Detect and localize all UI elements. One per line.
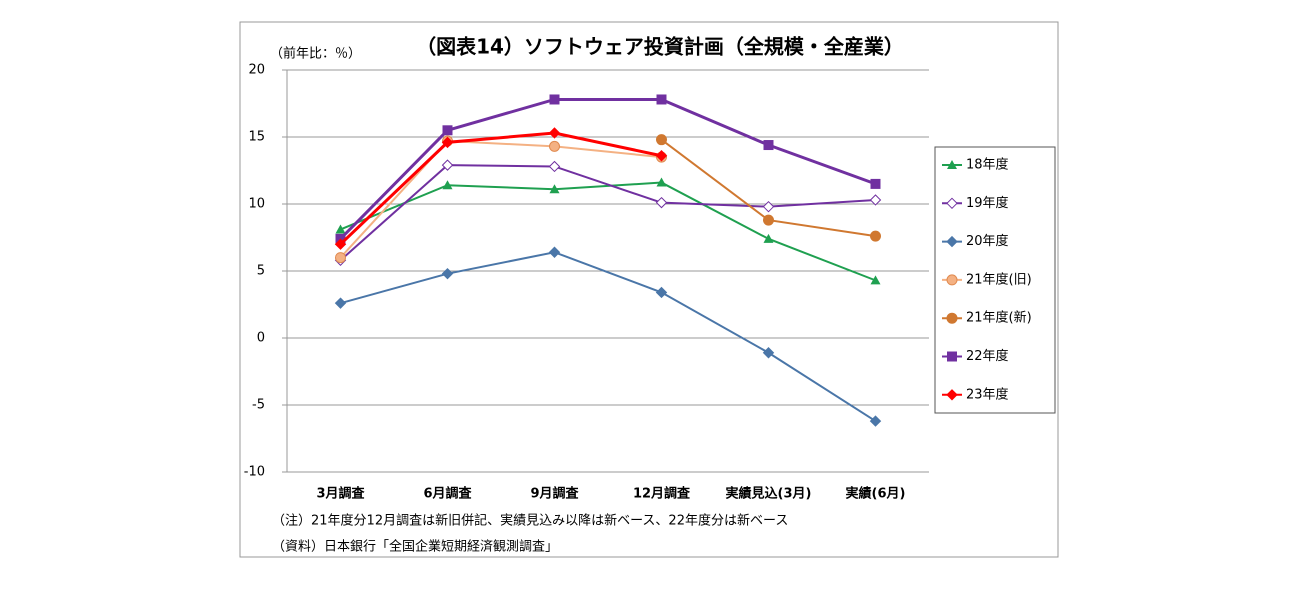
data-point [655, 286, 668, 299]
x-tick-label: 6月調査 [423, 486, 472, 502]
data-point [549, 94, 560, 105]
legend-label: 22年度 [966, 348, 1009, 364]
y-tick-label: 20 [248, 63, 265, 78]
data-point [870, 178, 881, 189]
data-point [548, 127, 561, 139]
chart-title: （図表14）ソフトウェア投資計画（全規模・全産業） [416, 35, 904, 59]
legend-marker [947, 160, 957, 169]
data-point [655, 150, 668, 162]
legend-label: 20年度 [966, 233, 1009, 249]
y-tick-label: 10 [248, 197, 265, 212]
data-point [441, 159, 454, 171]
data-point [441, 136, 454, 149]
x-tick-label: 実績見込(3月) [726, 486, 812, 502]
data-point [549, 184, 560, 194]
x-tick-label: 12月調査 [633, 486, 691, 502]
data-point [442, 125, 453, 136]
data-point [655, 196, 668, 209]
legend-marker [946, 312, 958, 324]
data-point [656, 94, 667, 105]
legend-label: 18年度 [966, 157, 1009, 173]
y-tick-label: 5 [257, 264, 265, 279]
data-point [335, 252, 346, 264]
data-point [442, 180, 453, 190]
data-point [763, 233, 774, 243]
note: （資料）日本銀行「全国企業短期経済観測調査」 [272, 539, 558, 555]
legend-marker [946, 235, 958, 248]
series-line [339, 97, 877, 240]
y-axis-label: （前年比：％） [270, 46, 361, 62]
data-point [334, 297, 347, 309]
legend-marker [947, 351, 957, 362]
data-point [869, 194, 882, 206]
data-point [549, 140, 560, 152]
data-point [335, 224, 346, 234]
legend-marker [946, 389, 958, 401]
data-point [656, 177, 667, 187]
x-tick-label: 実績(6月) [846, 486, 906, 502]
series-line [339, 139, 662, 259]
legend-label: 21年度(新) [966, 310, 1032, 326]
data-point [548, 246, 561, 258]
data-point [870, 230, 881, 242]
series-line [339, 131, 662, 246]
data-point [762, 347, 775, 359]
y-tick-label: -5 [252, 398, 265, 413]
y-tick-label: 0 [257, 331, 265, 346]
data-point [869, 415, 882, 427]
data-point [441, 267, 454, 280]
series-line [339, 164, 876, 262]
note: （注）21年度分12月調査は新旧併記、実績見込み以降は新ベース、22年度分は新ベ… [272, 513, 788, 529]
y-tick-label: 15 [248, 130, 265, 145]
legend-marker [946, 274, 958, 286]
y-tick-label: -10 [244, 465, 265, 480]
series-line [340, 181, 876, 282]
legend-label: 23年度 [966, 386, 1009, 402]
x-tick-label: 3月調査 [316, 486, 365, 502]
data-point [870, 275, 881, 285]
chart-frame [239, 21, 1059, 558]
legend-label: 19年度 [966, 195, 1009, 211]
data-point [763, 214, 774, 226]
series-line [340, 251, 877, 422]
data-point [656, 134, 667, 146]
legend-label: 21年度(旧) [966, 271, 1032, 287]
data-point [334, 238, 347, 250]
data-point [548, 160, 561, 173]
data-point [763, 140, 774, 151]
data-point [762, 200, 775, 213]
legend-marker [946, 197, 958, 210]
x-tick-label: 9月調査 [530, 486, 579, 502]
